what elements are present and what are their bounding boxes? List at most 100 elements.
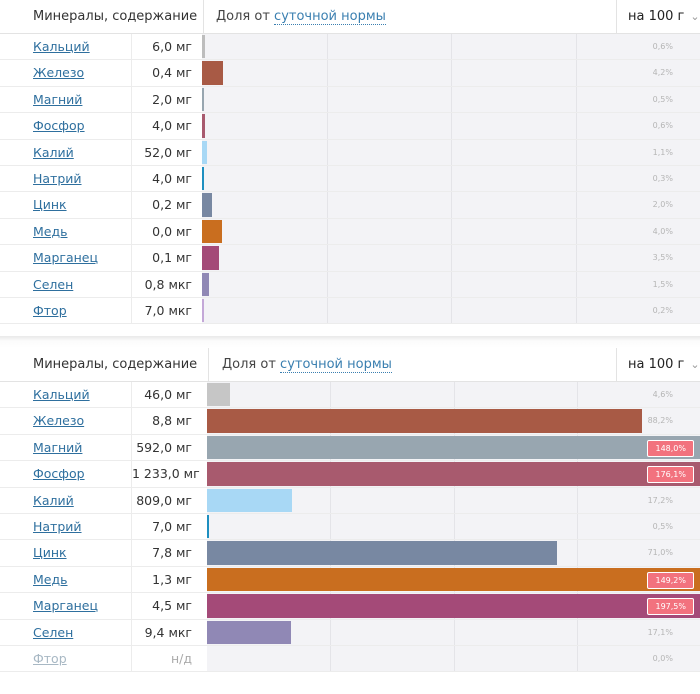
bar-track xyxy=(207,382,700,408)
grid-line xyxy=(577,487,578,513)
mineral-amount: 1,3 мг xyxy=(152,571,192,587)
mineral-row: Магний 2,0 мг 0,5% xyxy=(0,86,700,114)
grid-line xyxy=(327,60,328,86)
mineral-name-link[interactable]: Марганец xyxy=(33,598,98,614)
cell-divider xyxy=(131,408,132,434)
chevron-down-icon: ⌄ xyxy=(690,358,700,371)
percent-label: 4,0% xyxy=(652,226,673,236)
mineral-name-link[interactable]: Фосфор xyxy=(33,118,85,134)
mineral-name-link[interactable]: Медь xyxy=(33,571,68,587)
daily-norm-bar xyxy=(202,114,205,138)
mineral-name-link[interactable]: Калий xyxy=(33,144,74,160)
daily-norm-bar xyxy=(202,298,204,323)
mineral-name-link[interactable]: Натрий xyxy=(33,518,82,534)
mineral-name-link[interactable]: Железо xyxy=(33,413,85,429)
daily-norm-bar xyxy=(202,87,205,112)
percent-label: 4,2% xyxy=(652,68,673,78)
cell-divider xyxy=(131,34,132,60)
grid-line xyxy=(577,619,578,645)
mineral-amount: 809,0 мг xyxy=(136,492,192,508)
mineral-row: Кальций 6,0 мг 0,6% xyxy=(0,34,700,61)
cell-divider xyxy=(131,86,132,113)
cell-divider xyxy=(131,271,132,297)
bar-track xyxy=(207,513,700,540)
grid-line xyxy=(576,34,577,60)
percent-label: 17,1% xyxy=(647,627,673,637)
grid-line xyxy=(330,645,331,672)
mineral-name-link[interactable]: Селен xyxy=(33,624,74,640)
mineral-name-link[interactable]: Медь xyxy=(33,223,68,239)
mineral-name-link[interactable]: Фтор xyxy=(33,650,67,666)
mineral-row: Фосфор 4,0 мг 0,6% xyxy=(0,113,700,140)
mineral-row: Селен 0,8 мкг 1,5% xyxy=(0,271,700,298)
grid-line xyxy=(576,139,577,165)
percent-label: 176,1% xyxy=(647,466,694,484)
grid-line xyxy=(330,487,331,513)
mineral-amount: 4,0 мг xyxy=(152,118,192,134)
daily-norm-link[interactable]: суточной нормы xyxy=(280,357,392,373)
mineral-name-link[interactable]: Кальций xyxy=(33,39,90,54)
mineral-amount: 2,0 мг xyxy=(152,91,192,107)
mineral-name-link[interactable]: Натрий xyxy=(33,170,82,186)
grid-line xyxy=(576,218,577,245)
mineral-row: Марганец 4,5 мг 197,5% xyxy=(0,593,700,620)
grid-line xyxy=(451,34,452,60)
grid-line xyxy=(576,60,577,86)
share-title: Доля от суточной нормы xyxy=(216,0,386,33)
mineral-row: Магний 592,0 мг 148,0% xyxy=(0,434,700,462)
mineral-row: Натрий 7,0 мг 0,5% xyxy=(0,513,700,541)
mineral-amount: 6,0 мг xyxy=(152,39,192,54)
portion-select[interactable]: на 100 г ⌄ xyxy=(628,348,700,381)
daily-norm-bar xyxy=(207,462,700,486)
column-title: Минералы, содержание xyxy=(33,9,198,24)
mineral-name-link[interactable]: Цинк xyxy=(33,197,67,213)
grid-line xyxy=(577,382,578,408)
cell-divider xyxy=(131,566,132,593)
portion-select-value: на 100 г xyxy=(628,9,685,24)
cell-divider xyxy=(131,461,132,487)
daily-norm-bar xyxy=(202,246,220,270)
mineral-name-link[interactable]: Фосфор xyxy=(33,466,85,482)
grid-line xyxy=(451,271,452,297)
daily-norm-bar xyxy=(207,541,558,565)
grid-line xyxy=(576,192,577,218)
mineral-name-link[interactable]: Магний xyxy=(33,91,83,107)
percent-label: 1,5% xyxy=(652,279,673,289)
grid-line xyxy=(577,513,578,540)
percent-label: 1,1% xyxy=(652,147,673,157)
chevron-down-icon: ⌄ xyxy=(690,10,700,23)
daily-norm-link[interactable]: суточной нормы xyxy=(274,9,386,25)
mineral-name-link[interactable]: Цинк xyxy=(33,545,67,561)
mineral-row: Калий 52,0 мг 1,1% xyxy=(0,139,700,166)
mineral-row: Фтор н/д 0,0% xyxy=(0,645,700,673)
grid-line xyxy=(454,513,455,540)
cell-divider xyxy=(131,297,132,324)
daily-norm-bar xyxy=(207,620,292,644)
percent-label: 0,3% xyxy=(652,173,673,183)
mineral-name-link[interactable]: Селен xyxy=(33,276,74,292)
mineral-name-link[interactable]: Фтор xyxy=(33,302,67,318)
grid-line xyxy=(451,86,452,113)
cell-divider xyxy=(131,218,132,245)
mineral-amount: 4,5 мг xyxy=(152,598,192,614)
mineral-amount: 0,2 мг xyxy=(152,197,192,213)
mineral-amount: 7,0 мг xyxy=(152,518,192,534)
mineral-name-link[interactable]: Марганец xyxy=(33,250,98,266)
mineral-name-link[interactable]: Железо xyxy=(33,65,85,81)
header-divider xyxy=(616,348,617,381)
minerals-panel-1: Минералы, содержание Доля от суточной нор… xyxy=(0,0,700,336)
grid-line xyxy=(454,382,455,408)
grid-line xyxy=(576,86,577,113)
daily-norm-bar xyxy=(207,567,700,592)
grid-line xyxy=(451,60,452,86)
table-header: Минералы, содержание Доля от суточной нор… xyxy=(0,348,700,382)
mineral-name-link[interactable]: Магний xyxy=(33,439,83,455)
table-header: Минералы, содержание Доля от суточной нор… xyxy=(0,0,700,34)
percent-label: 71,0% xyxy=(647,548,673,558)
daily-norm-bar xyxy=(207,488,292,512)
mineral-name-link[interactable]: Калий xyxy=(33,492,74,508)
portion-select[interactable]: на 100 г ⌄ xyxy=(628,0,700,33)
mineral-name-link[interactable]: Кальций xyxy=(33,387,90,402)
cell-divider xyxy=(131,60,132,86)
header-divider xyxy=(203,0,204,33)
